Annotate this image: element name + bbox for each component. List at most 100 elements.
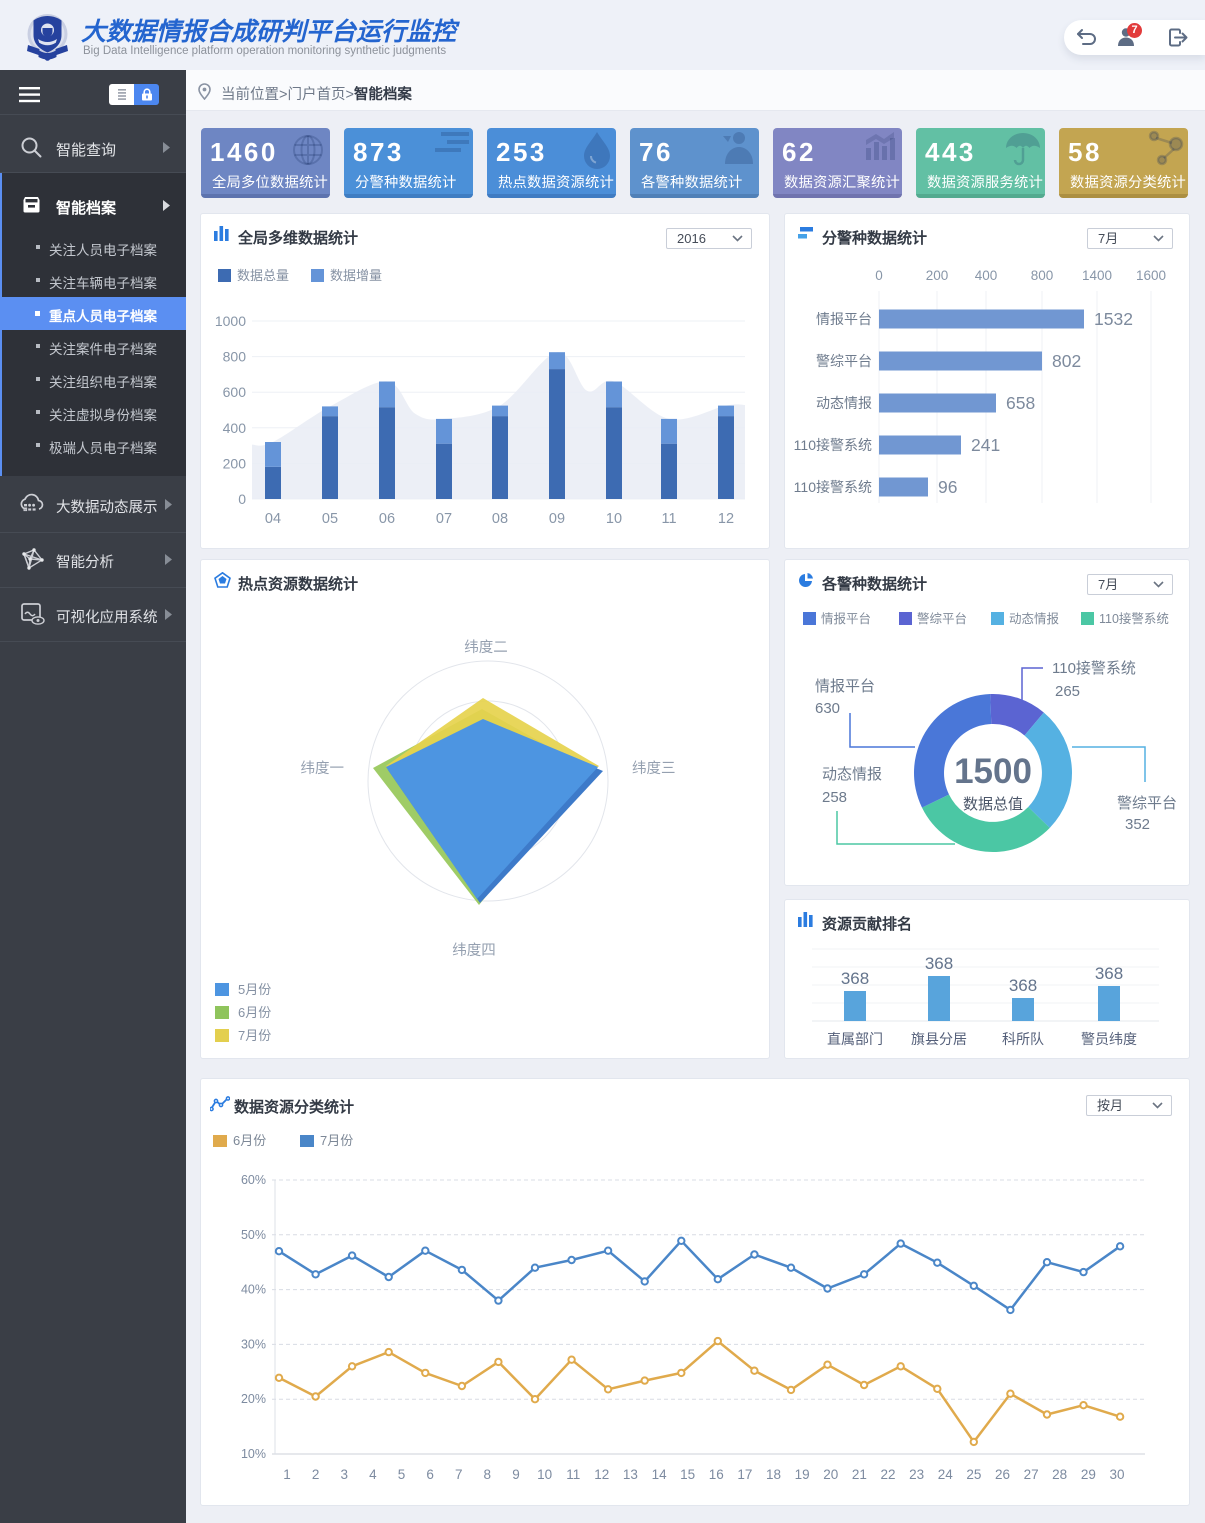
svg-text:1000: 1000 xyxy=(215,313,246,329)
svg-text:17: 17 xyxy=(737,1467,752,1482)
svg-text:110接警系统: 110接警系统 xyxy=(794,479,872,495)
svg-text:7月份: 7月份 xyxy=(238,1028,271,1043)
svg-text:0: 0 xyxy=(238,491,246,507)
svg-text:400: 400 xyxy=(223,420,247,436)
svg-text:数据总值: 数据总值 xyxy=(963,796,1023,813)
svg-text:4: 4 xyxy=(369,1467,377,1482)
svg-text:7: 7 xyxy=(455,1467,463,1482)
svg-text:1600: 1600 xyxy=(1136,268,1166,283)
svg-text:0: 0 xyxy=(875,268,883,283)
svg-text:110接警系统: 110接警系统 xyxy=(1099,611,1169,626)
svg-text:纬度三: 纬度三 xyxy=(632,760,676,777)
svg-text:10: 10 xyxy=(537,1467,552,1482)
svg-text:06: 06 xyxy=(379,511,395,527)
svg-text:10%: 10% xyxy=(241,1447,266,1461)
svg-text:情报平台: 情报平台 xyxy=(815,678,875,695)
svg-text:400: 400 xyxy=(975,268,998,283)
svg-text:368: 368 xyxy=(925,954,953,973)
svg-text:数据增量: 数据增量 xyxy=(330,268,382,283)
svg-text:1: 1 xyxy=(283,1467,291,1482)
svg-text:18: 18 xyxy=(766,1467,781,1482)
svg-text:情报平台: 情报平台 xyxy=(816,311,872,327)
svg-text:802: 802 xyxy=(1052,351,1081,371)
svg-text:241: 241 xyxy=(971,435,1000,455)
svg-text:1400: 1400 xyxy=(1082,268,1112,283)
svg-text:29: 29 xyxy=(1081,1467,1096,1482)
svg-text:纬度一: 纬度一 xyxy=(301,760,345,777)
svg-text:动态情报: 动态情报 xyxy=(816,395,872,411)
svg-text:30%: 30% xyxy=(241,1337,266,1351)
svg-text:04: 04 xyxy=(265,511,281,527)
svg-text:26: 26 xyxy=(995,1467,1010,1482)
svg-text:27: 27 xyxy=(1024,1467,1039,1482)
svg-text:5月份: 5月份 xyxy=(238,982,271,997)
svg-text:6月份: 6月份 xyxy=(238,1005,271,1020)
svg-text:658: 658 xyxy=(1006,393,1035,413)
svg-text:9: 9 xyxy=(512,1467,520,1482)
svg-text:7月份: 7月份 xyxy=(320,1133,353,1148)
svg-text:2: 2 xyxy=(312,1467,320,1482)
svg-text:23: 23 xyxy=(909,1467,924,1482)
svg-text:28: 28 xyxy=(1052,1467,1067,1482)
svg-text:20: 20 xyxy=(823,1467,838,1482)
svg-text:6: 6 xyxy=(426,1467,434,1482)
svg-text:800: 800 xyxy=(1031,268,1054,283)
svg-text:40%: 40% xyxy=(241,1283,266,1297)
svg-text:60%: 60% xyxy=(241,1173,266,1187)
svg-text:14: 14 xyxy=(652,1467,668,1482)
svg-text:6月份: 6月份 xyxy=(233,1133,266,1148)
svg-text:纬度二: 纬度二 xyxy=(464,639,508,656)
svg-text:动态情报: 动态情报 xyxy=(822,766,882,783)
svg-text:352: 352 xyxy=(1125,816,1150,833)
svg-text:16: 16 xyxy=(709,1467,724,1482)
svg-text:110接警系统: 110接警系统 xyxy=(794,437,872,453)
svg-text:265: 265 xyxy=(1055,683,1080,700)
svg-text:800: 800 xyxy=(223,349,247,365)
svg-text:警综平台: 警综平台 xyxy=(816,353,872,369)
svg-text:科所队: 科所队 xyxy=(1002,1031,1044,1047)
svg-text:09: 09 xyxy=(549,511,565,527)
svg-text:10: 10 xyxy=(606,511,622,527)
svg-text:24: 24 xyxy=(938,1467,954,1482)
svg-text:600: 600 xyxy=(223,384,247,400)
svg-text:旗县分居: 旗县分居 xyxy=(911,1031,967,1047)
svg-text:11: 11 xyxy=(661,511,676,527)
svg-text:21: 21 xyxy=(852,1467,867,1482)
svg-text:25: 25 xyxy=(966,1467,981,1482)
svg-text:05: 05 xyxy=(322,511,338,527)
svg-text:258: 258 xyxy=(822,789,847,806)
svg-text:368: 368 xyxy=(1009,976,1037,995)
svg-text:情报平台: 情报平台 xyxy=(821,611,871,626)
svg-text:5: 5 xyxy=(398,1467,406,1482)
svg-text:12: 12 xyxy=(594,1467,609,1482)
svg-text:1532: 1532 xyxy=(1094,309,1133,329)
svg-text:警综平台: 警综平台 xyxy=(917,611,967,626)
svg-text:1500: 1500 xyxy=(954,752,1032,791)
svg-text:数据总量: 数据总量 xyxy=(237,268,289,283)
svg-text:警综平台: 警综平台 xyxy=(1117,795,1177,812)
svg-text:07: 07 xyxy=(436,511,452,527)
svg-text:200: 200 xyxy=(223,455,247,471)
svg-text:08: 08 xyxy=(492,511,508,527)
svg-text:8: 8 xyxy=(484,1467,492,1482)
svg-text:22: 22 xyxy=(880,1467,895,1482)
svg-text:13: 13 xyxy=(623,1467,638,1482)
svg-text:12: 12 xyxy=(718,511,734,527)
svg-text:110接警系统: 110接警系统 xyxy=(1052,660,1136,677)
svg-text:368: 368 xyxy=(1095,964,1123,983)
svg-text:警员纬度: 警员纬度 xyxy=(1081,1031,1137,1047)
svg-text:动态情报: 动态情报 xyxy=(1009,611,1060,626)
svg-text:15: 15 xyxy=(680,1467,695,1482)
svg-text:30: 30 xyxy=(1109,1467,1124,1482)
svg-text:96: 96 xyxy=(938,477,957,497)
svg-text:直属部门: 直属部门 xyxy=(827,1031,883,1047)
svg-text:50%: 50% xyxy=(241,1228,266,1242)
svg-text:11: 11 xyxy=(566,1467,580,1482)
svg-text:200: 200 xyxy=(926,268,949,283)
svg-text:纬度四: 纬度四 xyxy=(452,942,496,959)
svg-text:20%: 20% xyxy=(241,1392,266,1406)
svg-text:630: 630 xyxy=(815,700,840,717)
svg-text:3: 3 xyxy=(340,1467,348,1482)
svg-text:19: 19 xyxy=(795,1467,810,1482)
svg-text:368: 368 xyxy=(841,969,869,988)
